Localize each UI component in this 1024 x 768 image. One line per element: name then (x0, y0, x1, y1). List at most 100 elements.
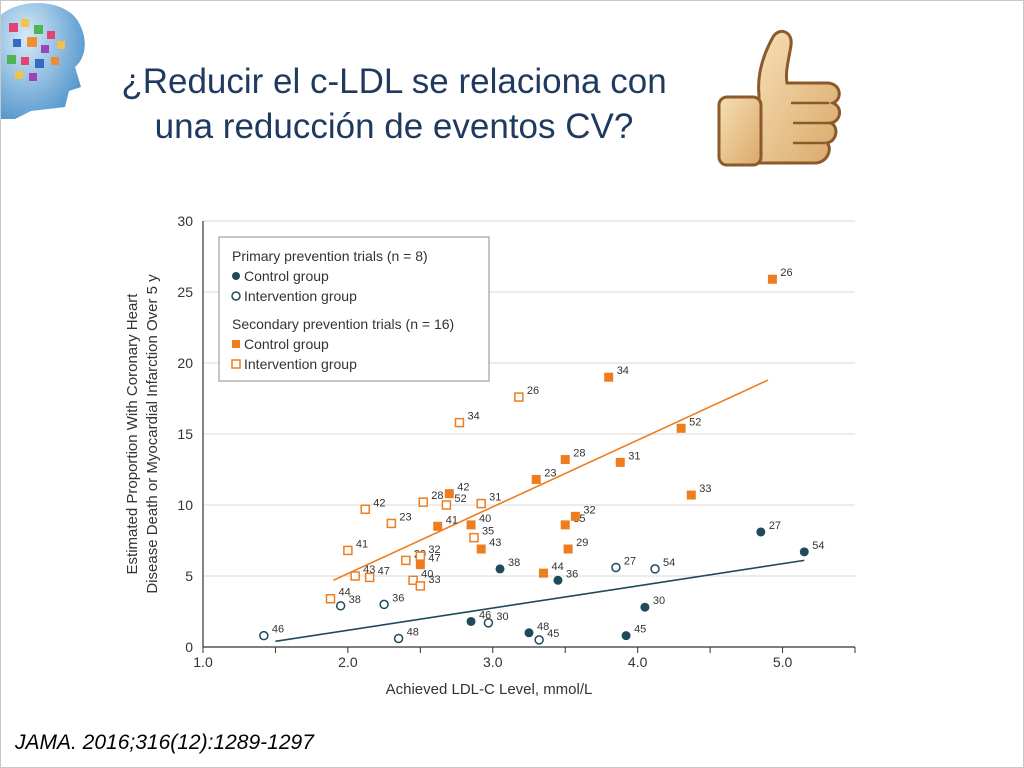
data-label: 41 (446, 514, 458, 526)
data-point (538, 568, 548, 578)
axes: 0 5 10 15 20 25 30 1.0 2.0 3.0 4.0 5.0 Achieved LDL-… (124, 213, 856, 698)
y-tick-label: 0 (185, 639, 193, 655)
data-point (386, 518, 397, 529)
brain-logo-icon (1, 1, 97, 120)
data-point (563, 544, 573, 554)
data-point (325, 593, 336, 604)
x-tick-label: 4.0 (628, 654, 648, 670)
data-label: 36 (392, 592, 404, 604)
data-point (495, 564, 505, 574)
x-tick-label: 2.0 (338, 654, 358, 670)
data-point (418, 497, 428, 507)
data-point (335, 601, 346, 611)
data-label: 41 (356, 538, 368, 550)
legend-marker-secondary-control (232, 340, 240, 348)
data-label: 27 (624, 555, 636, 567)
legend-secondary-control: Control group (244, 336, 329, 352)
data-point (360, 504, 371, 515)
x-tick-label: 1.0 (193, 654, 213, 670)
x-tick-label: 3.0 (483, 654, 503, 670)
data-label: 42 (457, 482, 469, 494)
data-point (454, 417, 465, 428)
title-line-1: ¿Reducir el c-LDL se relaciona con (121, 62, 667, 101)
data-point (524, 628, 534, 638)
data-label: 44 (339, 587, 351, 599)
data-point (259, 630, 269, 641)
data-point (469, 532, 479, 543)
data-label: 46 (272, 624, 284, 636)
data-point (466, 520, 476, 530)
x-axis-label: Achieved LDL-C Level, mmol/L (386, 681, 593, 698)
data-label: 30 (496, 611, 508, 623)
slide-title: ¿Reducir el c-LDL se relaciona con una r… (89, 59, 699, 149)
y-axis-label-line-2: Disease Death or Myocardial Infarction O… (144, 274, 161, 594)
y-tick-label: 30 (177, 213, 193, 229)
y-axis-label: Estimated Proportion With Coronary Heart… (124, 274, 161, 594)
y-axis-label-line-1: Estimated Proportion With Coronary Heart (124, 293, 141, 575)
legend-secondary-intervention: Intervention group (244, 356, 357, 372)
data-point (483, 618, 494, 628)
data-label: 42 (373, 497, 385, 509)
data-point (799, 547, 809, 557)
data-label: 52 (454, 493, 466, 505)
data-point (408, 575, 418, 586)
y-tick-label: 15 (177, 426, 193, 442)
legend-box (218, 236, 490, 382)
data-point (756, 527, 766, 537)
legend-primary-control: Control group (244, 268, 329, 284)
data-label: 23 (544, 467, 556, 479)
data-label: 48 (537, 621, 549, 633)
data-label: 43 (489, 537, 501, 549)
legend-heading-primary: Primary prevention trials (n = 8) (232, 248, 428, 264)
data-label: 38 (349, 594, 361, 606)
legend-marker-primary-control (232, 272, 240, 280)
data-point (560, 520, 570, 530)
data-label: 34 (467, 411, 479, 423)
data-point (401, 555, 411, 566)
data-label: 31 (628, 450, 640, 462)
data-point (415, 551, 426, 561)
x-tick-label: 5.0 (773, 654, 793, 670)
data-point (611, 562, 621, 573)
legend: Primary prevention trials (n = 8) Contro… (218, 236, 490, 382)
data-label: 29 (576, 537, 588, 549)
data-label: 26 (527, 385, 539, 397)
data-label: 40 (479, 513, 491, 525)
data-point (621, 631, 631, 641)
data-label: 47 (378, 565, 390, 577)
data-point (441, 500, 452, 510)
data-label: 32 (428, 544, 440, 556)
data-point (767, 274, 777, 284)
scatter-chart: 0 5 10 15 20 25 30 1.0 2.0 3.0 4.0 5.0 Achieved LDL-… (124, 213, 856, 698)
data-label: 28 (431, 490, 443, 502)
legend-primary-intervention: Intervention group (244, 288, 357, 304)
data-label: 54 (663, 557, 675, 569)
data-point (466, 616, 476, 626)
trendline-primary (275, 559, 805, 643)
data-point (514, 392, 524, 402)
data-point (604, 372, 614, 382)
trendlines (275, 379, 805, 643)
data-point (640, 602, 650, 612)
legend-marker-primary-intervention (231, 291, 241, 301)
data-point (433, 521, 443, 531)
data-label: 33 (428, 574, 440, 586)
data-point (560, 455, 570, 465)
data-point (553, 575, 563, 585)
data-label: 47 (428, 553, 440, 565)
data-point (650, 564, 660, 574)
legend-marker-secondary-intervention (231, 359, 241, 369)
y-tick-label: 5 (185, 568, 193, 584)
data-label: 26 (780, 267, 792, 279)
data-point (393, 633, 404, 644)
citation: JAMA. 2016;316(12):1289-1297 (15, 731, 314, 754)
legend-heading-secondary: Secondary prevention trials (n = 16) (232, 316, 454, 332)
y-tick-label: 20 (177, 355, 193, 371)
data-point (531, 474, 541, 484)
data-point (444, 489, 454, 499)
data-label: 35 (482, 526, 494, 538)
data-point (476, 544, 486, 554)
y-tick-label: 10 (177, 497, 193, 513)
data-label: 40 (421, 568, 433, 580)
